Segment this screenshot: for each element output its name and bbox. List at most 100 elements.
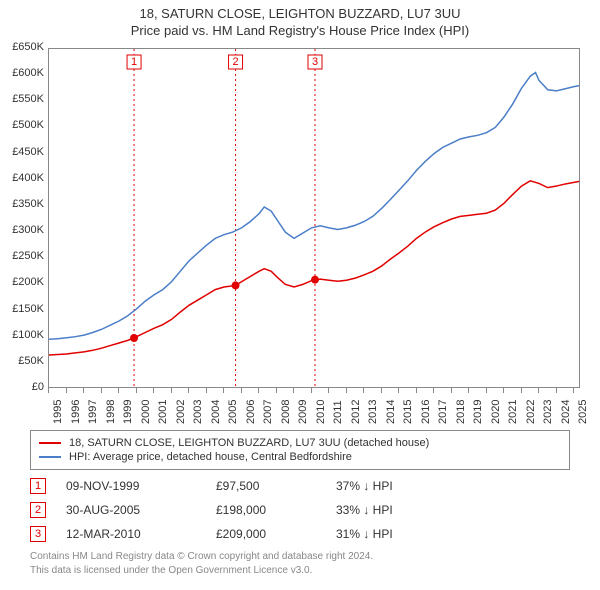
x-tick-label: 2022 (525, 400, 537, 424)
x-tick-label: 2015 (402, 400, 414, 424)
legend-item-hpi: HPI: Average price, detached house, Cent… (39, 451, 561, 463)
y-tick-label: £450K (0, 146, 44, 158)
y-tick-label: £150K (0, 303, 44, 315)
x-tick-label: 2025 (577, 400, 589, 424)
x-tick-label: 2023 (542, 400, 554, 424)
transactions-table: 109-NOV-1999£97,50037% ↓ HPI230-AUG-2005… (30, 474, 570, 546)
transaction-price: £97,500 (216, 479, 336, 493)
chart-container: 18, SATURN CLOSE, LEIGHTON BUZZARD, LU7 … (0, 0, 600, 590)
y-tick-label: £400K (0, 172, 44, 184)
transaction-date: 09-NOV-1999 (66, 479, 216, 493)
x-tick-mark (486, 388, 487, 393)
x-tick-label: 2001 (157, 400, 169, 424)
legend-item-property: 18, SATURN CLOSE, LEIGHTON BUZZARD, LU7 … (39, 437, 561, 449)
chart-titles: 18, SATURN CLOSE, LEIGHTON BUZZARD, LU7 … (0, 0, 600, 38)
x-tick-label: 1995 (52, 400, 64, 424)
x-tick-mark (398, 388, 399, 393)
chart-subtitle: Price paid vs. HM Land Registry's House … (0, 23, 600, 38)
x-tick-label: 2004 (210, 400, 222, 424)
x-tick-mark (153, 388, 154, 393)
x-tick-label: 2007 (262, 400, 274, 424)
x-tick-label: 2002 (175, 400, 187, 424)
x-tick-mark (66, 388, 67, 393)
y-tick-label: £350K (0, 198, 44, 210)
x-tick-mark (416, 388, 417, 393)
x-tick-mark (171, 388, 172, 393)
x-tick-label: 1998 (105, 400, 117, 424)
x-tick-mark (241, 388, 242, 393)
transaction-diff: 33% ↓ HPI (336, 503, 393, 517)
legend-label: HPI: Average price, detached house, Cent… (69, 451, 352, 463)
y-tick-label: £600K (0, 67, 44, 79)
x-tick-label: 1999 (122, 400, 134, 424)
x-tick-label: 2014 (385, 400, 397, 424)
x-tick-mark (573, 388, 574, 393)
x-tick-mark (503, 388, 504, 393)
footer: Contains HM Land Registry data © Crown c… (30, 550, 373, 577)
x-tick-label: 2000 (140, 400, 152, 424)
x-tick-mark (451, 388, 452, 393)
x-tick-label: 2017 (437, 400, 449, 424)
legend: 18, SATURN CLOSE, LEIGHTON BUZZARD, LU7 … (30, 430, 570, 470)
x-tick-mark (381, 388, 382, 393)
x-tick-mark (101, 388, 102, 393)
sale-marker (232, 281, 240, 289)
plot-area: 123 (48, 48, 580, 388)
y-tick-label: £300K (0, 224, 44, 236)
transaction-row: 230-AUG-2005£198,00033% ↓ HPI (30, 498, 570, 522)
x-tick-mark (363, 388, 364, 393)
transaction-row: 312-MAR-2010£209,00031% ↓ HPI (30, 522, 570, 546)
x-tick-mark (188, 388, 189, 393)
x-tick-mark (293, 388, 294, 393)
x-tick-label: 2003 (192, 400, 204, 424)
x-tick-mark (556, 388, 557, 393)
x-tick-mark (276, 388, 277, 393)
x-tick-label: 2020 (490, 400, 502, 424)
x-tick-label: 2019 (472, 400, 484, 424)
transaction-row: 109-NOV-1999£97,50037% ↓ HPI (30, 474, 570, 498)
legend-label: 18, SATURN CLOSE, LEIGHTON BUZZARD, LU7 … (69, 437, 429, 449)
x-tick-mark (433, 388, 434, 393)
x-tick-label: 2012 (350, 400, 362, 424)
x-tick-label: 2006 (245, 400, 257, 424)
x-tick-mark (346, 388, 347, 393)
y-tick-label: £250K (0, 250, 44, 262)
y-tick-label: £650K (0, 41, 44, 53)
x-tick-label: 2013 (367, 400, 379, 424)
sale-marker (130, 334, 138, 342)
footer-line2: This data is licensed under the Open Gov… (30, 564, 373, 578)
y-tick-label: £0 (0, 381, 44, 393)
transaction-date: 12-MAR-2010 (66, 527, 216, 541)
sale-marker (311, 276, 319, 284)
plot-svg: 123 (49, 49, 579, 387)
x-tick-mark (311, 388, 312, 393)
y-tick-label: £50K (0, 355, 44, 367)
reference-marker-label: 3 (312, 56, 318, 68)
y-tick-label: £500K (0, 119, 44, 131)
x-tick-mark (328, 388, 329, 393)
transaction-marker: 1 (30, 478, 46, 494)
x-tick-label: 1997 (87, 400, 99, 424)
series-property-price (49, 181, 579, 355)
x-tick-mark (136, 388, 137, 393)
legend-swatch (39, 456, 61, 458)
x-tick-mark (538, 388, 539, 393)
chart-title: 18, SATURN CLOSE, LEIGHTON BUZZARD, LU7 … (0, 6, 600, 21)
x-tick-mark (223, 388, 224, 393)
x-tick-mark (468, 388, 469, 393)
transaction-price: £209,000 (216, 527, 336, 541)
y-tick-label: £550K (0, 93, 44, 105)
reference-marker-label: 2 (232, 56, 238, 68)
x-tick-mark (521, 388, 522, 393)
x-tick-mark (118, 388, 119, 393)
x-tick-label: 2018 (455, 400, 467, 424)
x-tick-label: 2016 (420, 400, 432, 424)
transaction-price: £198,000 (216, 503, 336, 517)
x-tick-label: 2021 (507, 400, 519, 424)
x-tick-label: 2010 (315, 400, 327, 424)
x-tick-label: 2005 (227, 400, 239, 424)
transaction-diff: 31% ↓ HPI (336, 527, 393, 541)
x-tick-label: 2008 (280, 400, 292, 424)
y-tick-label: £100K (0, 329, 44, 341)
x-tick-mark (258, 388, 259, 393)
